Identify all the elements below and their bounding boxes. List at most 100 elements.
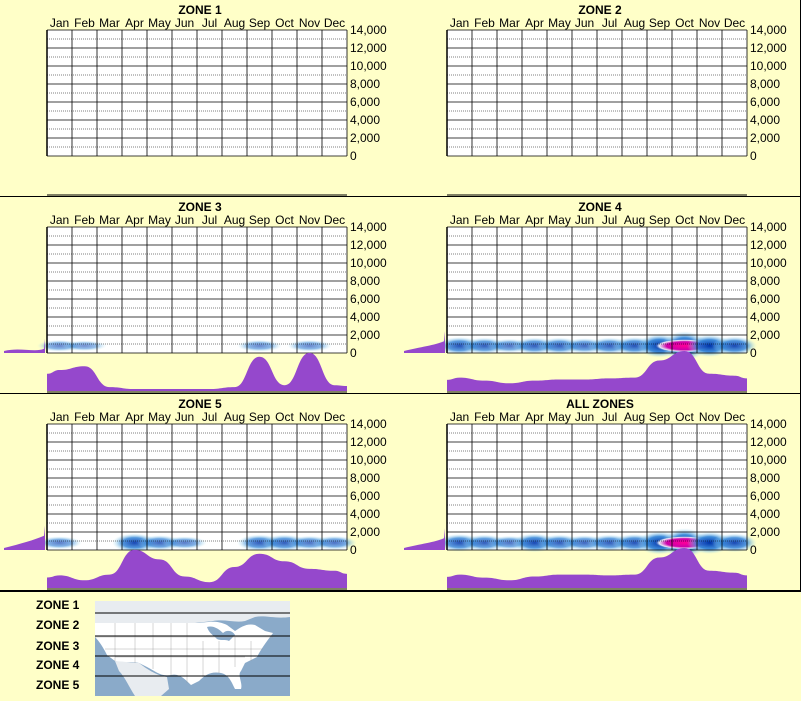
map-great-lakes <box>207 626 235 641</box>
y-tick-label: 0 <box>350 543 357 557</box>
y-tick-label: 14,000 <box>750 23 787 37</box>
month-label: Dec <box>324 213 345 227</box>
map-land-canada <box>95 601 290 623</box>
month-label: Dec <box>724 16 745 30</box>
heat-mark <box>237 339 282 352</box>
month-label: Jul <box>602 16 617 30</box>
y-tick-label: 6,000 <box>750 489 780 503</box>
heat-mark <box>287 339 332 352</box>
y-tick-label: 2,000 <box>750 131 780 145</box>
y-tick-label: 4,000 <box>350 310 380 324</box>
y-tick-label: 14,000 <box>750 220 787 234</box>
month-label: Apr <box>525 410 544 424</box>
legend-zone-5: ZONE 5 <box>36 678 80 692</box>
month-label: Sep <box>249 213 271 227</box>
month-label: Nov <box>699 213 720 227</box>
chart-title: ALL ZONES <box>566 397 634 411</box>
month-label: Mar <box>499 213 520 227</box>
month-label: Sep <box>649 16 671 30</box>
month-label: Jul <box>202 213 217 227</box>
elevation-profile <box>4 338 45 353</box>
chart-title: ZONE 1 <box>178 3 222 17</box>
month-label: May <box>548 410 571 424</box>
y-tick-label: 8,000 <box>350 77 380 91</box>
y-tick-label: 4,000 <box>750 507 780 521</box>
chart-panel: ZONE 3 Jan Feb Mar Apr May Jun Jul Aug Sep Oct Nov D… <box>0 197 401 394</box>
y-tick-label: 10,000 <box>350 59 387 73</box>
month-label: Oct <box>275 213 294 227</box>
month-label: Aug <box>624 410 645 424</box>
month-label: Jul <box>602 213 617 227</box>
y-tick-label: 10,000 <box>750 59 787 73</box>
month-label: Sep <box>249 410 271 424</box>
legend-zone-1: ZONE 1 <box>36 598 80 612</box>
chart-svg: ZONE 3 Jan Feb Mar Apr May Jun Jul Aug Sep Oct Nov D… <box>4 200 387 393</box>
y-tick-label: 0 <box>750 543 757 557</box>
month-label: Jul <box>202 410 217 424</box>
month-label: Dec <box>324 16 345 30</box>
chart-svg: ALL ZONES Jan Feb Mar Apr May Jun Jul Aug Sep Oct N… <box>404 397 787 590</box>
month-label: Jan <box>50 213 69 227</box>
month-label: Apr <box>525 16 544 30</box>
y-tick-label: 14,000 <box>350 417 387 431</box>
month-label: Jun <box>575 410 594 424</box>
map-land-mexico <box>115 661 169 696</box>
month-label: Mar <box>99 213 120 227</box>
y-tick-label: 12,000 <box>750 435 787 449</box>
month-label: Sep <box>249 16 271 30</box>
y-tick-label: 8,000 <box>350 274 380 288</box>
month-label: Jun <box>575 213 594 227</box>
monthly-histogram <box>447 351 747 391</box>
zone-map <box>95 601 290 696</box>
month-label: Mar <box>99 16 120 30</box>
month-label: Apr <box>525 213 544 227</box>
y-tick-label: 2,000 <box>350 131 380 145</box>
month-label: Nov <box>699 16 720 30</box>
y-tick-label: 2,000 <box>350 328 380 342</box>
month-label: Feb <box>474 213 495 227</box>
chart-panel: ZONE 2 Jan Feb Mar Apr May Jun Jul Aug Sep Oct Nov D… <box>400 0 801 197</box>
legend-zone-3: ZONE 3 <box>36 639 80 653</box>
y-tick-label: 0 <box>350 149 357 163</box>
month-label: Jan <box>50 410 69 424</box>
month-label: Feb <box>74 410 95 424</box>
y-tick-label: 12,000 <box>750 238 787 252</box>
chart-title: ZONE 4 <box>578 200 622 214</box>
chart-svg: ZONE 5 Jan Feb Mar Apr May Jun Jul Aug Sep Oct Nov D… <box>4 397 387 590</box>
heat-mark <box>712 336 757 356</box>
y-tick-label: 2,000 <box>350 525 380 539</box>
y-tick-label: 8,000 <box>750 77 780 91</box>
monthly-histogram <box>447 548 747 588</box>
month-label: Oct <box>675 410 694 424</box>
y-tick-label: 14,000 <box>350 23 387 37</box>
y-tick-label: 0 <box>350 346 357 360</box>
y-tick-label: 8,000 <box>350 471 380 485</box>
legend-zone-2: ZONE 2 <box>36 618 80 632</box>
month-label: May <box>148 410 171 424</box>
y-tick-label: 6,000 <box>350 292 380 306</box>
y-tick-label: 10,000 <box>350 256 387 270</box>
chart-svg: ZONE 4 Jan Feb Mar Apr May Jun Jul Aug Sep Oct Nov D… <box>404 200 787 393</box>
zone-legend: ZONE 1 ZONE 2 ZONE 3 ZONE 4 ZONE 5 <box>0 591 801 701</box>
month-label: Feb <box>74 213 95 227</box>
month-label: Feb <box>474 410 495 424</box>
month-label: Sep <box>649 213 671 227</box>
month-label: Jun <box>175 213 194 227</box>
month-label: Jul <box>602 410 617 424</box>
y-tick-label: 8,000 <box>750 274 780 288</box>
y-tick-label: 10,000 <box>350 453 387 467</box>
chart-panel: ZONE 4 Jan Feb Mar Apr May Jun Jul Aug Sep Oct Nov D… <box>400 197 801 394</box>
y-tick-label: 12,000 <box>350 238 387 252</box>
month-label: Nov <box>299 410 320 424</box>
month-label: Oct <box>675 16 694 30</box>
chart-panel: ZONE 1 Jan Feb Mar Apr May Jun Jul Aug Sep Oct Nov D… <box>0 0 401 197</box>
month-label: Jun <box>575 16 594 30</box>
chart-panel: ALL ZONES Jan Feb Mar Apr May Jun Jul Aug Sep Oct N… <box>400 394 801 591</box>
month-label: Apr <box>125 213 144 227</box>
y-tick-label: 12,000 <box>750 41 787 55</box>
map-zone-lines <box>95 612 290 677</box>
month-label: Oct <box>275 16 294 30</box>
heat-mark <box>162 536 207 550</box>
month-label: Dec <box>724 410 745 424</box>
month-label: Feb <box>74 16 95 30</box>
